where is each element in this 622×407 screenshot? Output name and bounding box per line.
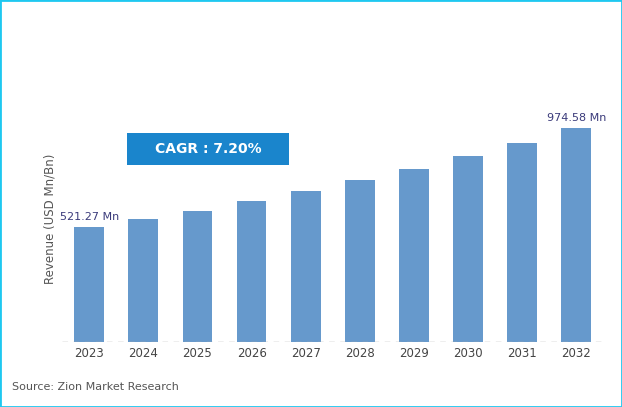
- FancyBboxPatch shape: [127, 133, 289, 164]
- Text: CAGR : 7.20%: CAGR : 7.20%: [155, 142, 262, 155]
- Bar: [508, 143, 537, 342]
- Bar: [291, 191, 320, 342]
- Bar: [399, 169, 429, 342]
- Y-axis label: Revenue (USD Mn/Bn): Revenue (USD Mn/Bn): [44, 153, 57, 284]
- Bar: [129, 219, 158, 342]
- Text: Source: Zion Market Research: Source: Zion Market Research: [12, 382, 179, 392]
- Bar: [562, 128, 591, 342]
- Bar: [345, 180, 374, 342]
- Text: 974.58 Mn: 974.58 Mn: [547, 113, 606, 123]
- Bar: [75, 227, 104, 342]
- Text: Rare Disease Genetic Testing Market,: Rare Disease Genetic Testing Market,: [113, 17, 509, 36]
- Text: 521.27 Mn: 521.27 Mn: [60, 212, 119, 223]
- Bar: [453, 156, 483, 342]
- Text: Global Market Size, 2024-2032 (USD Million): Global Market Size, 2024-2032 (USD Milli…: [157, 56, 465, 70]
- Bar: [237, 201, 266, 342]
- Bar: [183, 210, 212, 342]
